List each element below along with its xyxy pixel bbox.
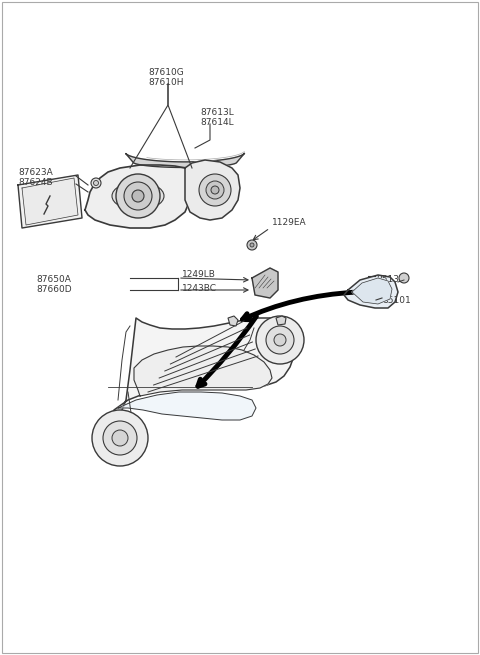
Circle shape — [116, 174, 160, 218]
Polygon shape — [344, 275, 398, 308]
Polygon shape — [352, 278, 392, 304]
Text: 87613L
87614L: 87613L 87614L — [200, 108, 234, 128]
Polygon shape — [118, 392, 256, 420]
Circle shape — [247, 240, 257, 250]
Polygon shape — [104, 318, 295, 448]
Circle shape — [103, 421, 137, 455]
Polygon shape — [18, 175, 82, 228]
Circle shape — [266, 326, 294, 354]
Text: 1129EA: 1129EA — [272, 218, 307, 227]
Text: 87623A
87624B: 87623A 87624B — [18, 168, 53, 187]
Polygon shape — [252, 268, 278, 298]
Circle shape — [211, 186, 219, 194]
Ellipse shape — [112, 182, 164, 210]
Polygon shape — [85, 165, 192, 228]
Circle shape — [112, 430, 128, 446]
Circle shape — [250, 243, 254, 247]
Text: 85131: 85131 — [376, 275, 405, 284]
Circle shape — [399, 273, 409, 283]
Circle shape — [199, 174, 231, 206]
Text: 87610G
87610H: 87610G 87610H — [148, 68, 184, 87]
Text: 1249LB: 1249LB — [182, 270, 216, 279]
Text: 85101: 85101 — [382, 296, 411, 305]
Circle shape — [206, 181, 224, 199]
Circle shape — [94, 181, 98, 185]
Circle shape — [91, 178, 101, 188]
Polygon shape — [228, 316, 238, 326]
Circle shape — [92, 410, 148, 466]
Text: 1243BC: 1243BC — [182, 284, 217, 293]
Circle shape — [256, 316, 304, 364]
Circle shape — [274, 334, 286, 346]
Circle shape — [132, 190, 144, 202]
Polygon shape — [126, 153, 244, 168]
Text: 87650A
87660D: 87650A 87660D — [36, 275, 72, 294]
Polygon shape — [276, 316, 286, 325]
Polygon shape — [134, 346, 272, 396]
Circle shape — [124, 182, 152, 210]
Polygon shape — [185, 160, 240, 220]
Polygon shape — [22, 178, 78, 225]
